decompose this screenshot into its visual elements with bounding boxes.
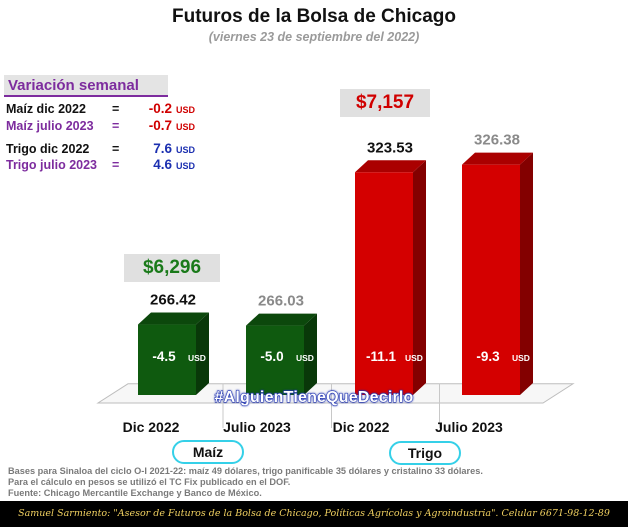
row-value: -0.7 <box>148 118 172 133</box>
bar-side <box>304 313 317 395</box>
bar-change-label: -11.1 <box>366 349 397 364</box>
author-footer: Samuel Sarmiento: "Asesor de Futuros de … <box>0 501 628 527</box>
bar <box>246 313 317 395</box>
trigo-price-mxn: $7,157 <box>340 89 430 117</box>
group-label-trigo: Trigo <box>389 441 461 465</box>
bar-change-unit: USD <box>296 353 314 363</box>
bar-change-unit: USD <box>512 353 530 363</box>
bar <box>462 152 533 395</box>
row-equals: = <box>112 158 120 172</box>
row-label: Trigo dic 2022 <box>6 142 90 156</box>
watermark-hashtag: #AlguienTieneQueDecirlo <box>214 389 414 407</box>
x-tick-label: Julio 2023 <box>223 419 291 435</box>
floor-plane <box>96 383 575 404</box>
bar-front <box>462 164 520 395</box>
maiz-price-mxn: $6,296 <box>124 254 220 282</box>
bar-front <box>138 324 196 395</box>
row-value: 4.6 <box>153 157 172 172</box>
row-equals: = <box>112 142 120 156</box>
bar-value-label: 266.03 <box>258 293 304 310</box>
x-tick-label: Dic 2022 <box>122 419 180 435</box>
bar-change-label: -9.3 <box>476 349 500 364</box>
row-label: Trigo julio 2023 <box>6 158 97 172</box>
bar-change-unit: USD <box>188 353 206 363</box>
chart-title: Futuros de la Bolsa de Chicago <box>172 6 456 27</box>
bar-front <box>246 325 304 395</box>
row-unit: USD <box>176 122 196 132</box>
bar-top <box>355 160 426 173</box>
row-label: Maíz dic 2022 <box>6 102 86 116</box>
group-label-maiz: Maíz <box>172 440 244 464</box>
weekly-change-row: Trigo dic 2022 = 7.6 USD <box>6 141 195 156</box>
note-line: Bases para Sinaloa del ciclo O-I 2021-22… <box>8 466 483 476</box>
bar-value-label: 323.53 <box>367 139 413 156</box>
row-unit: USD <box>176 161 196 171</box>
source-notes: Bases para Sinaloa del ciclo O-I 2021-22… <box>8 466 483 499</box>
weekly-change-row: Trigo julio 2023 = 4.6 USD <box>6 157 195 172</box>
row-unit: USD <box>176 145 196 155</box>
bar <box>355 160 426 395</box>
bar-change-label: -4.5 <box>152 349 176 364</box>
row-equals: = <box>112 102 120 116</box>
bar-value-label: 266.42 <box>150 292 196 309</box>
chart-subtitle: (viernes 23 de septiembre del 2022) <box>208 30 420 44</box>
bar-top <box>462 152 533 165</box>
bar-series: 266.42 -4.5 USD 266.03 -5.0 USD 323.53 -11.1 USD… <box>138 132 533 395</box>
row-unit: USD <box>176 105 196 115</box>
bar-side <box>413 160 426 395</box>
bar-change-label: -5.0 <box>260 349 283 364</box>
bar-change-unit: USD <box>405 353 423 363</box>
bar <box>138 312 209 395</box>
weekly-change-row: Maíz julio 2023 = -0.7 USD <box>6 118 195 133</box>
note-line: Fuente: Chicago Mercantile Exchange y Ba… <box>8 488 262 498</box>
bar-side <box>520 152 533 395</box>
bar-value-label: 326.38 <box>474 132 520 149</box>
bar-front <box>355 172 413 395</box>
bar-top <box>138 312 209 325</box>
bar-side <box>196 312 209 395</box>
row-value: -0.2 <box>148 101 172 116</box>
row-value: 7.6 <box>153 141 172 156</box>
bar-top <box>246 313 317 326</box>
x-tick-label: Dic 2022 <box>332 419 390 435</box>
weekly-change-heading: Variación semanal <box>4 75 168 97</box>
row-label: Maíz julio 2023 <box>6 119 94 133</box>
chart-floor <box>96 383 575 428</box>
weekly-change-row: Maíz dic 2022 = -0.2 USD <box>6 101 195 116</box>
x-tick-label: Julio 2023 <box>435 419 503 435</box>
note-line: Para el cálculo en pesos se utilizó el T… <box>8 477 291 487</box>
row-equals: = <box>112 119 120 133</box>
